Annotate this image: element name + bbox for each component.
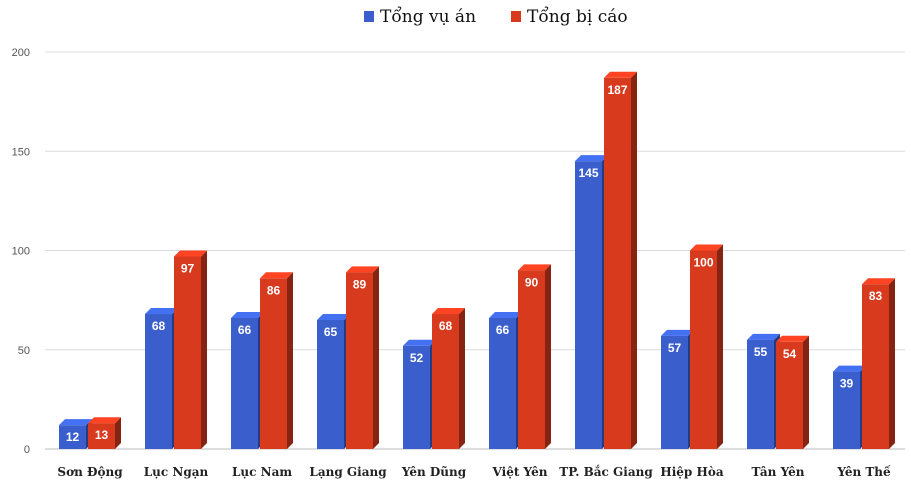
data-label: 55	[754, 345, 768, 359]
y-tick-label: 200	[12, 47, 30, 59]
data-label: 100	[693, 256, 713, 270]
x-axis-ticks: Sơn Động Lục Ngạn Lục Nam Lạng Giang Yên Dũn…	[57, 464, 891, 479]
bar	[690, 250, 717, 449]
bar	[776, 341, 803, 449]
data-label: 90	[525, 275, 539, 289]
bar-top	[88, 417, 121, 424]
legend-label-series-2: Tổng bị cáo	[527, 7, 628, 27]
data-labels: 12 13 68 97 66 86 65 89 52 68 66 90 145 187 57 100 55 54 3…	[66, 83, 883, 444]
bar-side	[717, 244, 723, 449]
x-tick-label: Tân Yên	[752, 465, 805, 479]
bar	[862, 284, 889, 449]
data-label: 68	[439, 319, 453, 333]
bar	[747, 339, 774, 449]
bar-top	[403, 339, 436, 346]
bar	[575, 161, 602, 450]
bar-top	[346, 266, 379, 273]
bar-top	[432, 308, 465, 315]
data-label: 65	[324, 325, 338, 339]
data-label: 97	[181, 261, 195, 275]
data-label: 52	[410, 351, 424, 365]
x-tick-label: Lục Nam	[232, 465, 292, 479]
x-tick-label: Lạng Giang	[309, 465, 387, 479]
bar-top	[518, 264, 551, 271]
bar	[661, 335, 688, 449]
legend-swatch-series-2	[511, 11, 521, 22]
y-tick-label: 0	[24, 444, 30, 456]
data-label: 13	[95, 428, 109, 442]
bar	[145, 314, 172, 449]
bar	[833, 371, 860, 449]
bar-top	[145, 308, 178, 315]
bar	[260, 278, 287, 449]
x-tick-label: Sơn Động	[57, 465, 123, 479]
x-tick-label: Việt Yên	[492, 465, 548, 479]
legend: Tổng vụ án Tổng bị cáo	[364, 7, 628, 27]
x-tick-label: Yên Dũng	[401, 465, 467, 479]
data-label: 68	[152, 319, 166, 333]
data-label: 66	[496, 323, 510, 337]
y-tick-label: 50	[18, 345, 30, 357]
bar-top	[690, 244, 723, 251]
data-label: 187	[607, 83, 627, 97]
bar-top	[317, 313, 350, 320]
bar-side	[287, 272, 293, 449]
bar-side	[889, 278, 895, 449]
bar-side	[803, 335, 809, 449]
x-tick-label: TP. Bắc Giang	[559, 464, 653, 479]
x-tick-label: Hiệp Hòa	[660, 465, 723, 479]
bar	[88, 423, 115, 449]
bar	[403, 345, 430, 449]
legend-label-series-1: Tổng vụ án	[380, 7, 476, 27]
bar-side	[373, 266, 379, 449]
x-tick-label: Lục Ngạn	[144, 465, 209, 479]
data-label: 66	[238, 323, 252, 337]
bar-side	[201, 250, 207, 449]
bar-top	[260, 272, 293, 279]
y-tick-label: 100	[12, 246, 30, 258]
bar-side	[545, 264, 551, 449]
bar	[59, 425, 86, 449]
bar-top	[776, 335, 809, 342]
bar-side	[115, 417, 121, 449]
y-tick-label: 150	[12, 146, 30, 158]
bar	[346, 272, 373, 449]
data-label: 12	[66, 430, 80, 444]
data-label: 54	[783, 347, 797, 361]
data-label: 57	[668, 341, 682, 355]
bar	[231, 317, 258, 449]
bar-top	[575, 155, 608, 162]
bar-top	[489, 311, 522, 318]
data-label: 89	[353, 277, 367, 291]
bar	[174, 256, 201, 449]
bar	[432, 314, 459, 449]
data-label: 39	[840, 377, 854, 391]
bar-top	[862, 278, 895, 285]
bar	[518, 270, 545, 449]
bars	[59, 71, 895, 450]
bar-top	[833, 365, 866, 372]
bar	[489, 317, 516, 449]
x-tick-label: Yên Thế	[836, 464, 891, 479]
data-label: 145	[578, 166, 598, 180]
y-axis-ticks: 0 50 100 150 200	[12, 47, 30, 456]
bar-top	[174, 250, 207, 257]
bar-top	[59, 419, 92, 426]
bar-top	[604, 71, 637, 78]
bar-side	[459, 308, 465, 449]
data-label: 83	[869, 289, 883, 303]
legend-swatch-series-1	[364, 11, 374, 22]
bar	[604, 77, 631, 450]
data-label: 86	[267, 283, 281, 297]
bar-top	[231, 311, 264, 318]
bar-top	[747, 333, 780, 340]
bar-side	[631, 71, 637, 450]
bar	[317, 319, 344, 449]
bar-top	[661, 329, 694, 336]
